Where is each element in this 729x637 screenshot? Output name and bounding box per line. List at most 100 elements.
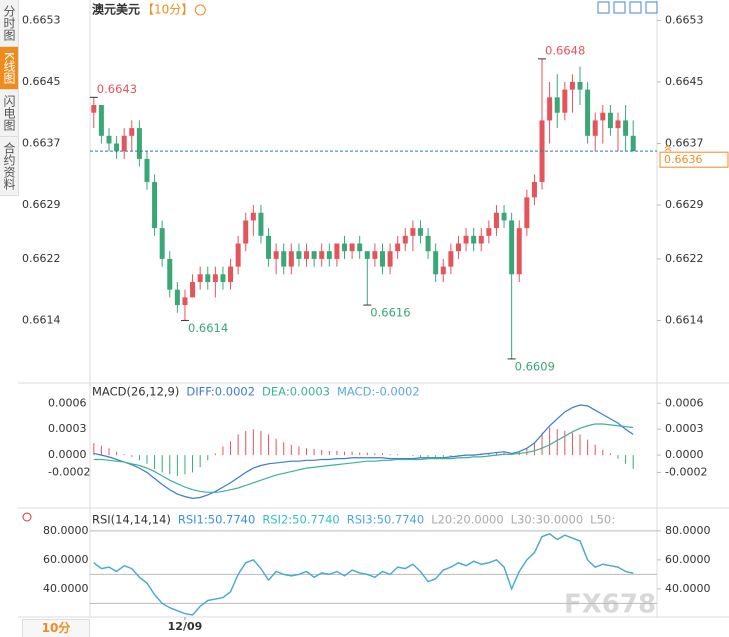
y-tick-label: 0.6637 xyxy=(665,136,704,149)
series-line xyxy=(93,533,634,616)
candle-body xyxy=(304,251,310,259)
candle-body xyxy=(433,251,439,275)
x-tick-label: 12/09 xyxy=(168,620,203,633)
candle-body xyxy=(182,297,188,306)
y-tick-label: 0.6614 xyxy=(665,313,704,326)
candle-body xyxy=(250,212,256,221)
period-button[interactable]: 10分 xyxy=(22,619,90,637)
y-tick-label: 0.6637 xyxy=(22,136,61,149)
y-tick-label: 80.0000 xyxy=(43,524,89,537)
sidebar-tab[interactable]: 合约资料 xyxy=(0,137,18,196)
candle-body xyxy=(319,251,325,259)
candle-body xyxy=(425,235,431,252)
last-price-box xyxy=(659,151,729,168)
watermark: FX678 xyxy=(564,590,656,620)
legend-entry: RSI(14,14,14) xyxy=(92,513,171,527)
legend-entry: RSI1:50.7740 xyxy=(178,513,255,527)
candle-body xyxy=(190,281,196,298)
candle-body xyxy=(448,251,454,267)
legend-entry: RSI2:50.7740 xyxy=(262,513,339,527)
candle-body xyxy=(98,105,104,136)
legend-entry: MACD(26,12,9) xyxy=(92,385,179,399)
candle-body xyxy=(600,112,606,121)
candle-body xyxy=(129,128,135,136)
candle-body xyxy=(417,228,423,236)
tool-icon[interactable] xyxy=(629,1,642,14)
y-tick-label: 0.6622 xyxy=(665,252,704,265)
candle-body xyxy=(197,274,203,282)
sidebar-tab[interactable]: 闪电图 xyxy=(0,90,18,137)
toolbar[interactable] xyxy=(597,1,658,14)
candle-body xyxy=(326,251,332,259)
candle-body xyxy=(243,220,249,244)
sidebar-tab[interactable]: K线图 xyxy=(0,47,18,90)
candle-body xyxy=(258,212,264,236)
candle-body xyxy=(493,212,499,229)
candle-body xyxy=(395,243,401,252)
candle-body xyxy=(478,235,484,244)
candle-body xyxy=(311,251,317,259)
chart-title: 澳元美元 xyxy=(92,2,140,17)
candle-body xyxy=(220,274,226,282)
legend-entry: DIFF:0.0002 xyxy=(186,385,255,399)
candle-body xyxy=(334,243,340,259)
y-tick-label: 0.6614 xyxy=(22,313,61,326)
y-tick-label: 0.0006 xyxy=(665,396,704,409)
sidebar: 分时图 K线图 闪电图 合约资料 xyxy=(0,0,19,196)
candle-body xyxy=(357,243,363,252)
crosshair-icon[interactable] xyxy=(22,512,32,522)
legend-entry: L20:20.0000 xyxy=(431,513,503,527)
series-line xyxy=(93,404,634,499)
candle-body xyxy=(410,228,416,236)
y-tick-label: 0.6629 xyxy=(22,198,61,211)
candle-body xyxy=(167,258,173,290)
candle-body xyxy=(342,243,348,252)
candle-body xyxy=(205,274,211,282)
series-line xyxy=(93,423,634,493)
last-price-label: 0.6636 xyxy=(664,153,703,166)
candle-body xyxy=(607,112,613,129)
candle-body xyxy=(516,228,522,275)
candle-body xyxy=(630,135,636,152)
candle-body xyxy=(273,251,279,259)
y-tick-label: 0.0000 xyxy=(665,448,704,461)
y-tick-label: 60.0000 xyxy=(665,553,711,566)
legend-entry: DEA:0.0003 xyxy=(262,385,330,399)
tool-icon[interactable] xyxy=(597,1,610,14)
candle-body xyxy=(615,120,621,129)
candle-body xyxy=(440,266,446,275)
candle-body xyxy=(577,81,583,90)
candle-body xyxy=(114,143,120,152)
candle-body xyxy=(623,120,629,136)
y-tick-label: 0.0003 xyxy=(48,422,87,435)
candle-body xyxy=(174,289,180,306)
y-tick-label: 0.0000 xyxy=(48,448,87,461)
candle-body xyxy=(144,158,150,182)
tool-icon[interactable] xyxy=(613,1,626,14)
y-tick-label: 40.0000 xyxy=(665,582,711,595)
period-icon xyxy=(194,4,206,16)
y-tick-label: 0.6645 xyxy=(22,75,61,88)
candle-body xyxy=(288,251,294,267)
candle-body xyxy=(91,105,97,113)
candle-body xyxy=(235,243,241,267)
legend-entry: L30:30.0000 xyxy=(511,513,583,527)
candle-body xyxy=(562,89,568,113)
y-tick-label: 0.0006 xyxy=(48,396,87,409)
y-tick-label: 0.6645 xyxy=(665,75,704,88)
candle-body xyxy=(554,97,560,113)
candle-body xyxy=(121,135,127,152)
candle-body xyxy=(463,235,469,244)
y-tick-label: -0.0002 xyxy=(665,465,707,478)
y-tick-label: 0.6653 xyxy=(665,13,704,26)
candle-body xyxy=(501,212,507,221)
y-tick-label: 40.0000 xyxy=(43,582,89,595)
candle-body xyxy=(212,274,218,282)
extreme-label: 0.6643 xyxy=(97,82,137,96)
candle-body xyxy=(471,235,477,244)
candle-body xyxy=(136,128,142,159)
sidebar-tab[interactable]: 分时图 xyxy=(0,0,18,47)
candle-body xyxy=(524,197,530,229)
tool-icon[interactable] xyxy=(645,1,658,14)
